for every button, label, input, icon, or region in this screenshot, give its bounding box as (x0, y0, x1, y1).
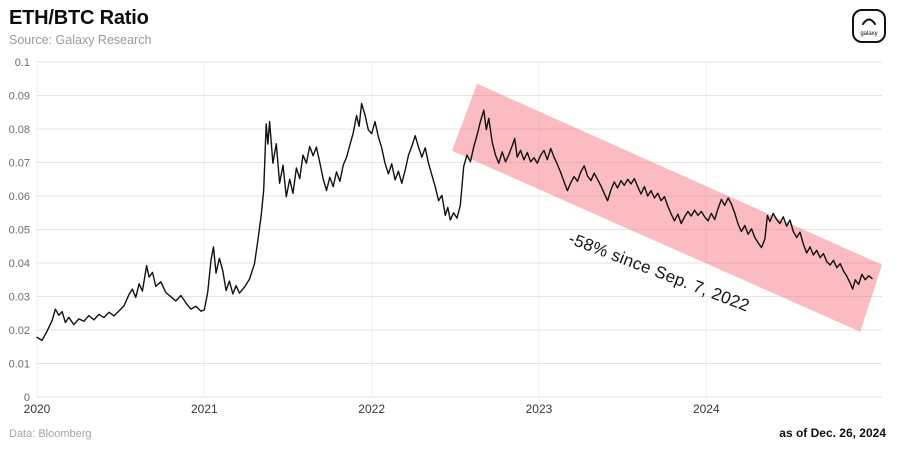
x-tick-label: 2022 (358, 402, 385, 416)
ethbtc-ratio-line (36, 102, 873, 342)
x-tick-label: 2021 (191, 402, 218, 416)
page-title: ETH/BTC Ratio (9, 7, 149, 29)
galaxy-logo-frame (852, 9, 886, 43)
as-of-date-label: as of Dec. 26, 2024 (779, 426, 886, 440)
downtrend-highlight-band (452, 83, 882, 332)
y-tick-label: 0.06 (9, 191, 30, 203)
galaxy-logo: galaxy (852, 9, 886, 43)
y-tick-label: 0.05 (9, 225, 30, 237)
y-tick-label: 0.08 (9, 124, 30, 136)
y-tick-label: 0.07 (9, 158, 30, 170)
y-tick-label: 0.04 (9, 258, 30, 270)
galaxy-logo-mark-icon (862, 18, 876, 25)
x-tick-label: 2023 (526, 402, 553, 416)
y-tick-label: 0.09 (9, 91, 30, 103)
galaxy-logo-wordmark: galaxy (860, 31, 877, 37)
y-tick-label: 0.03 (9, 292, 30, 304)
source-label: Source: Galaxy Research (9, 33, 152, 47)
x-tick-label: 2024 (693, 402, 720, 416)
y-tick-label: 0 (24, 392, 30, 404)
y-tick-label: 0.01 (9, 359, 30, 371)
x-tick-label: 2020 (24, 402, 51, 416)
y-tick-label: 0.1 (15, 57, 30, 69)
y-tick-label: 0.02 (9, 325, 30, 337)
data-source-label: Data: Bloomberg (9, 428, 92, 440)
